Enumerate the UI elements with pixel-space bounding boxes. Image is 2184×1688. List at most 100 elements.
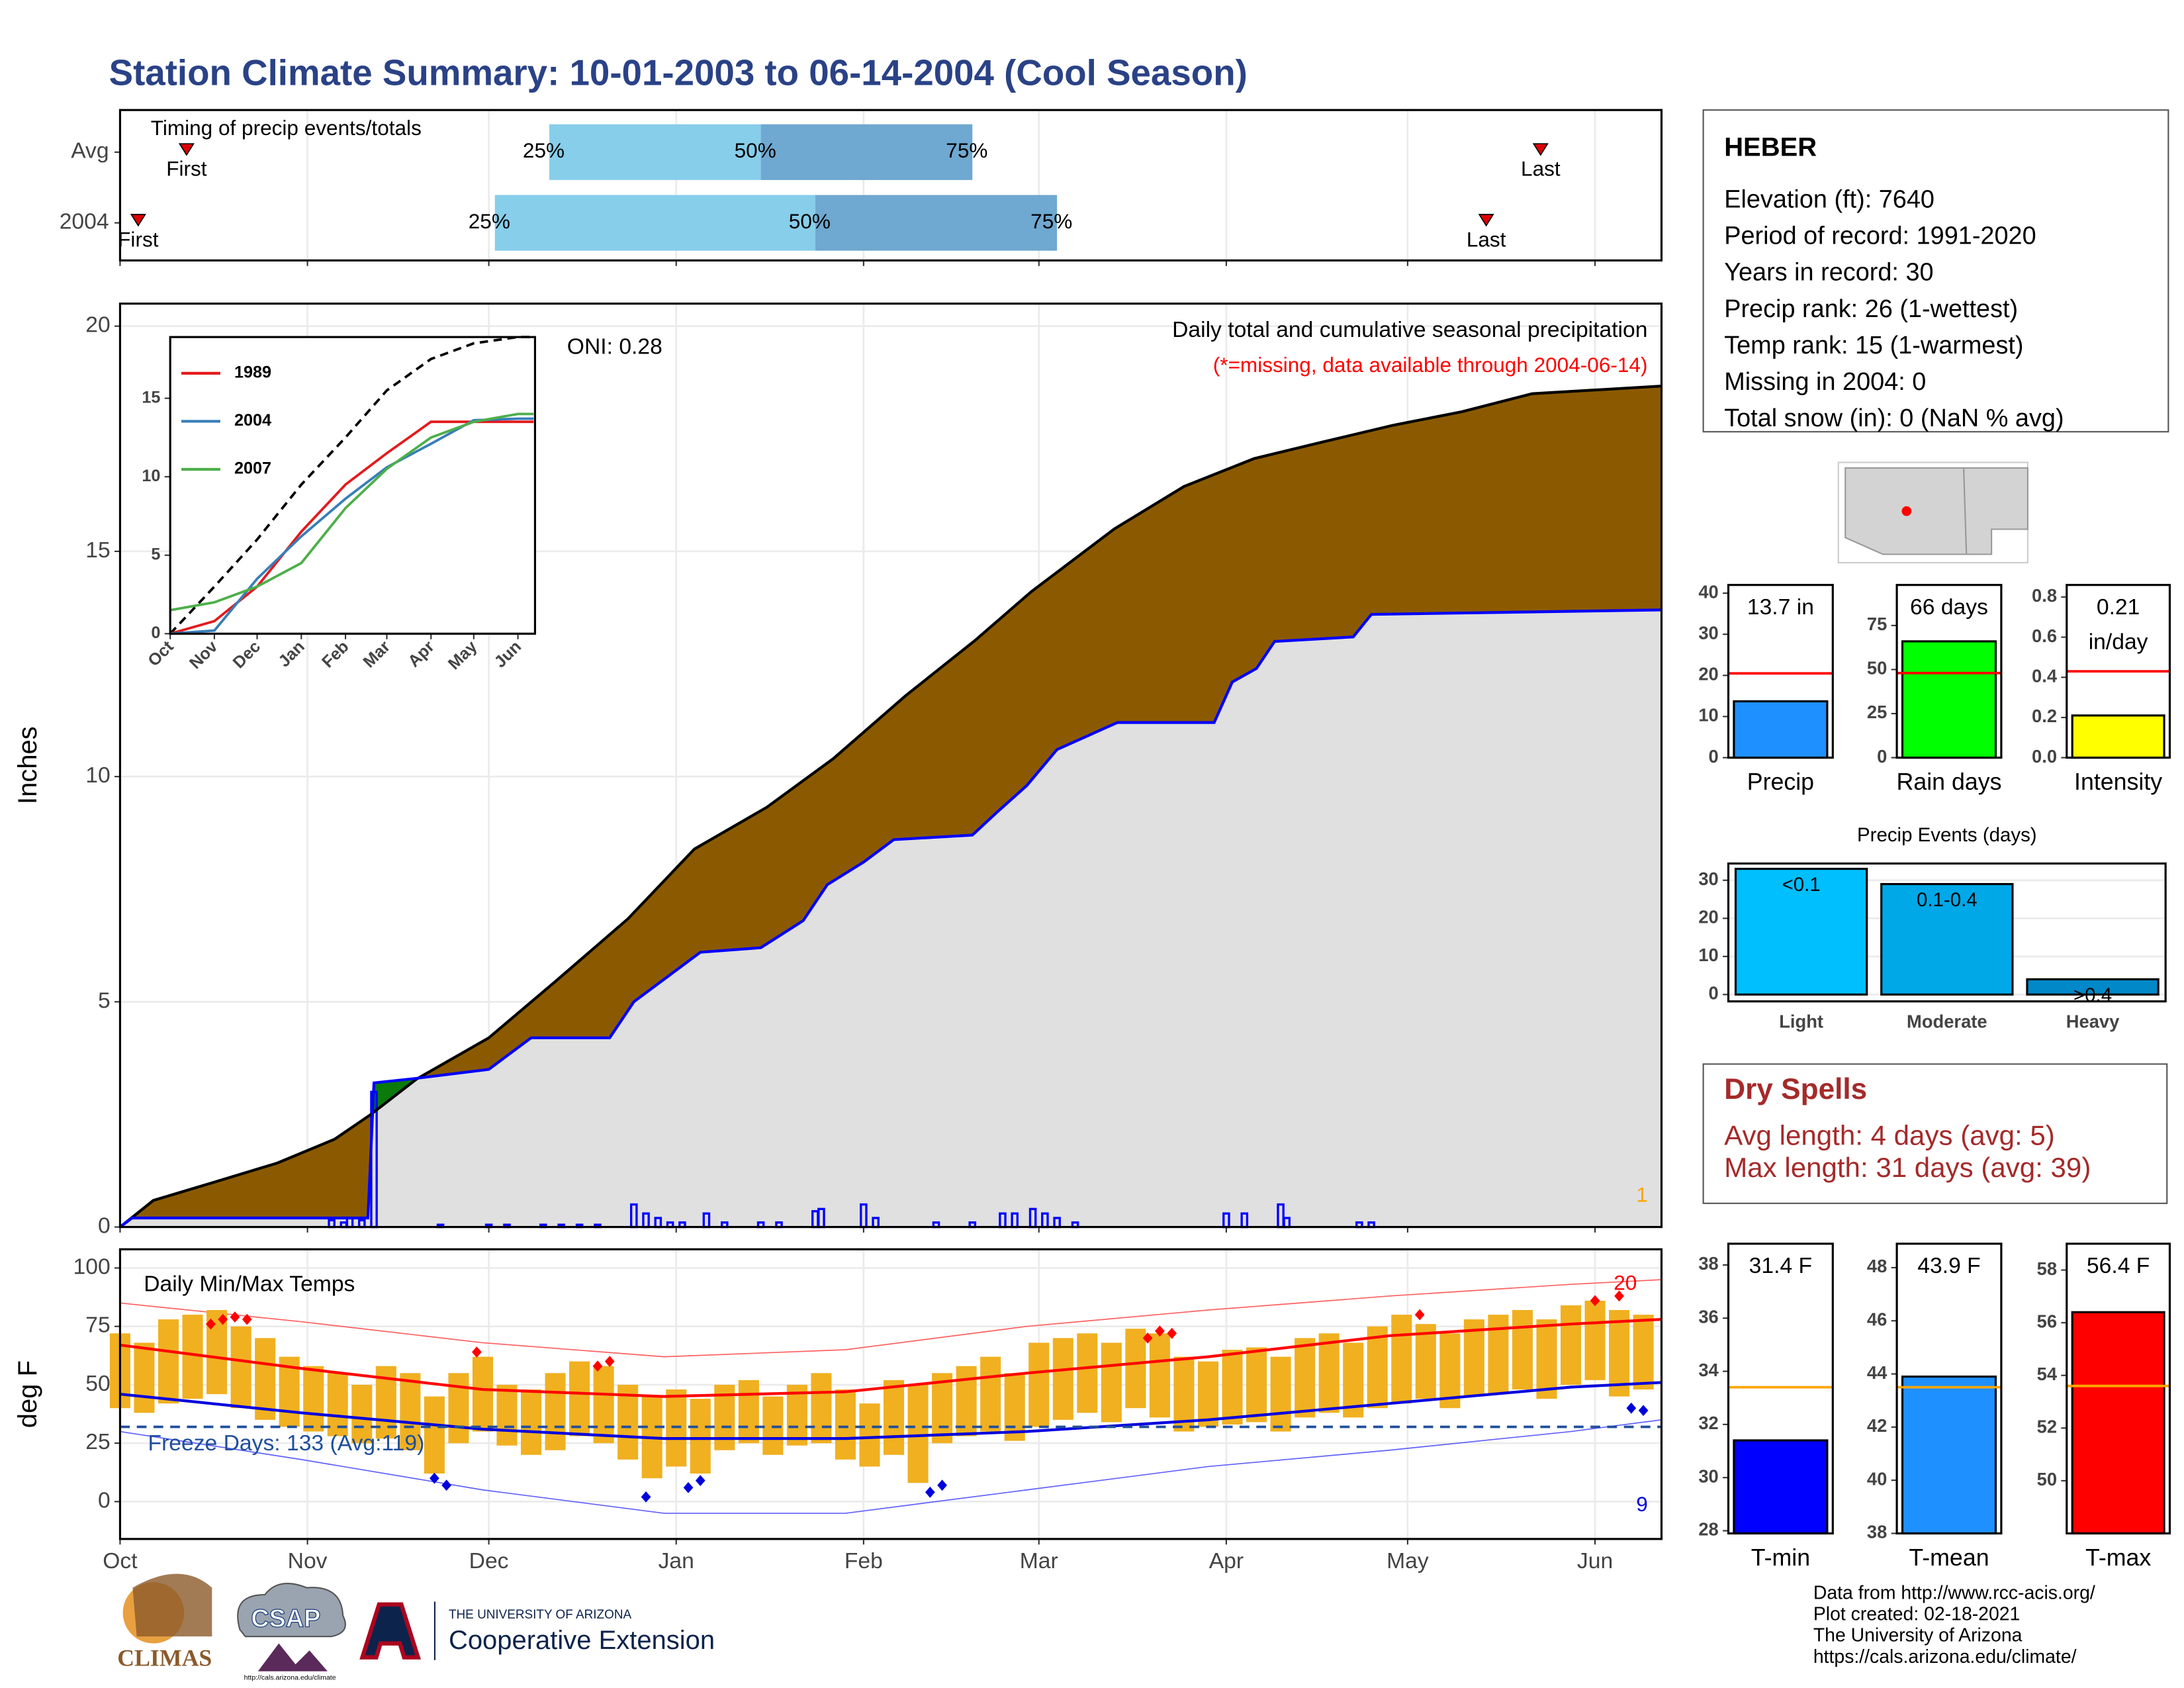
station-line: Period of record: 1991-2020 — [1724, 222, 2036, 250]
y-tick-label: 40 — [1867, 1468, 1887, 1489]
record-marker — [604, 1356, 615, 1368]
temp-range-bar — [424, 1396, 445, 1474]
credit-line: Data from http://www.rcc-acis.org/ — [1813, 1582, 2095, 1603]
record-low-count: 9 — [1636, 1492, 1648, 1516]
category-label: Moderate — [1907, 1011, 1987, 1032]
y-tick-label: 54 — [2037, 1364, 2058, 1384]
dry-spells-box — [1702, 1063, 2168, 1204]
temp-range-bar — [1052, 1338, 1073, 1420]
temp-range-bar — [1318, 1333, 1340, 1413]
credit-line: Plot created: 02-18-2021 — [1813, 1604, 2021, 1625]
series-line — [169, 412, 534, 612]
average-line — [119, 385, 1662, 1229]
current-line — [119, 608, 1662, 1229]
series-line — [170, 417, 534, 635]
bar — [1733, 1439, 1829, 1535]
quantile-label: 25% — [469, 209, 510, 233]
timing-marker — [130, 214, 146, 227]
record-marker — [1142, 1332, 1153, 1344]
plot-frame — [1727, 1243, 1834, 1535]
page-title: Station Climate Summary: 10-01-2003 to 0… — [109, 52, 1248, 93]
legend-label: 2004 — [234, 411, 271, 430]
temp-range-bar — [1415, 1324, 1436, 1399]
current-area — [120, 610, 1662, 1227]
temp-range-bar — [1270, 1356, 1291, 1432]
temp-range-bar — [1295, 1338, 1316, 1418]
y-tick-label: 58 — [2037, 1258, 2057, 1279]
logos: CLIMAS CSAP http://cals.arizona.edu/clim… — [117, 1573, 715, 1681]
timing-title: Timing of precip events/totals — [151, 116, 422, 140]
temp-range-bar — [569, 1361, 590, 1436]
bar — [1901, 640, 1997, 759]
value-label: 13.7 in — [1747, 595, 1814, 620]
temp-range-bar — [1004, 1373, 1025, 1441]
temp-range-bar — [1391, 1315, 1412, 1404]
temp-range-bar — [690, 1399, 711, 1474]
value-label: 66 days — [1910, 595, 1988, 620]
category-label: Heavy — [2066, 1011, 2120, 1032]
timing-bar-late — [815, 195, 1058, 251]
temp-range-bar — [1197, 1361, 1219, 1427]
csap-logo-cloud — [237, 1583, 346, 1638]
temp-range-bar — [1028, 1342, 1050, 1427]
record-min-line — [120, 1419, 1662, 1514]
y-tick-label: 0 — [1877, 746, 1887, 767]
y-tick-label: 25 — [85, 1430, 110, 1454]
temp-range-bar — [134, 1342, 155, 1413]
temp-range-bar — [593, 1366, 614, 1444]
csap-logo-text: CSAP — [251, 1605, 320, 1632]
bar — [1880, 882, 2014, 996]
y-tick-label: 10 — [85, 763, 110, 788]
plot-frame — [2066, 1243, 2171, 1535]
y-tick-label: 10 — [142, 467, 160, 485]
record-marker — [683, 1481, 694, 1493]
bar — [1734, 867, 1868, 996]
bin-label: 0.1-0.4 — [1917, 889, 1978, 911]
legend-label: 2007 — [234, 459, 271, 478]
x-tick-label: May — [1387, 1549, 1429, 1573]
temp-range-bar — [859, 1403, 880, 1467]
temp-range-bar — [835, 1389, 856, 1460]
temp-range-bar — [400, 1373, 421, 1450]
y-tick-label: 38 — [1698, 1253, 1718, 1274]
x-tick-label: Feb — [844, 1549, 883, 1573]
temp-range-bar — [1584, 1300, 1606, 1380]
legend-label: 1989 — [234, 363, 271, 382]
temp-range-bar — [351, 1384, 373, 1444]
dry-spells-line: Avg length: 4 days (avg: 5) — [1724, 1119, 2055, 1150]
marker-label: First — [118, 227, 159, 251]
station-box — [1702, 109, 2169, 433]
missing-count: 1 — [1636, 1183, 1648, 1207]
marker-label: First — [166, 157, 207, 181]
x-tick-label: Nov — [288, 1549, 328, 1573]
plot-frame — [169, 336, 536, 635]
y-tick-label: 0 — [151, 624, 160, 642]
freeze-label: Freeze Days: 133 (Avg:119) — [148, 1431, 425, 1456]
temp-range-bar — [1609, 1310, 1630, 1397]
temp-range-bar — [545, 1373, 566, 1450]
category-label: Intensity — [2074, 769, 2162, 795]
y-tick-label: 46 — [1867, 1309, 1887, 1329]
y-tick-label: 50 — [2037, 1469, 2057, 1489]
temp-range-bar — [617, 1384, 639, 1460]
temp-range-bar — [786, 1384, 807, 1446]
temp-range-bar — [1101, 1342, 1122, 1423]
record-marker — [430, 1472, 439, 1484]
csap-logo-url: http://cals.arizona.edu/climate — [244, 1673, 336, 1681]
y-tick-label: 20 — [1698, 664, 1718, 684]
timing-marker — [1532, 143, 1549, 156]
marker-label: Last — [1467, 227, 1506, 251]
temp-range-bar — [255, 1338, 276, 1420]
y-tick-label: 0 — [98, 1213, 111, 1238]
category-label: Precip — [1747, 769, 1814, 795]
x-tick-label: Dec — [469, 1549, 509, 1573]
marker-label: Last — [1521, 157, 1561, 181]
bar — [1901, 1376, 1997, 1535]
temp-range-bar — [1246, 1347, 1267, 1423]
record-marker — [1167, 1327, 1177, 1339]
x-tick-label: Oct — [103, 1549, 138, 1573]
y-tick-label: 0.6 — [2032, 626, 2057, 646]
y-tick-label: 0 — [1709, 746, 1719, 767]
y-tick-label: 10 — [1698, 705, 1718, 726]
